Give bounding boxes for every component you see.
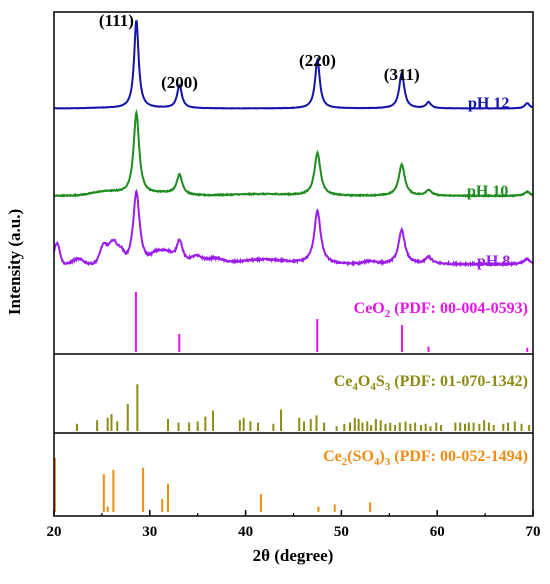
- series-label-ph-10: pH 10: [467, 183, 508, 200]
- series-label-ph-12: pH 12: [468, 95, 509, 112]
- series-line-ph-10: [53, 108, 534, 199]
- tick-layer: 20 30 40 50 60 70: [47, 510, 541, 540]
- x-axis-title: 2θ (degree): [253, 546, 334, 565]
- peak-label-111: (111): [99, 11, 134, 30]
- x-tick-label-20: 20: [47, 524, 62, 540]
- peak-label-200: (200): [161, 73, 198, 92]
- series-layer: pH 12 pH 10 pH 8: [53, 20, 534, 270]
- series-label-ph-8: pH 8: [477, 253, 510, 270]
- ref-label-ce2so43: Ce2(SO4)3 (PDF: 00-052-1494): [323, 448, 528, 468]
- x-tick-label-40: 40: [238, 524, 253, 540]
- peak-label-311: (311): [384, 65, 420, 84]
- x-tick-label-60: 60: [430, 524, 445, 540]
- reference-layer: CeO2 (PDF: 00-004-0593) Ce4O4S3 (PDF: 01-…: [53, 292, 531, 512]
- ref-label-ce4o4s3: Ce4O4S3 (PDF: 01-070-1342): [334, 373, 528, 393]
- peak-label-220: (220): [299, 51, 336, 70]
- x-tick-label-30: 30: [142, 524, 157, 540]
- x-tick-label-70: 70: [526, 524, 541, 540]
- ref-label-ceo2: CeO2 (PDF: 00-004-0593): [354, 300, 528, 320]
- series-line-ph-12: [53, 20, 534, 110]
- y-axis-title: Intensity (a.u.): [5, 209, 24, 315]
- label-layer: 2θ (degree) Intensity (a.u.) (111) (200) (…: [5, 11, 420, 565]
- series-line-ph-8: [53, 188, 534, 268]
- x-tick-label-50: 50: [334, 524, 349, 540]
